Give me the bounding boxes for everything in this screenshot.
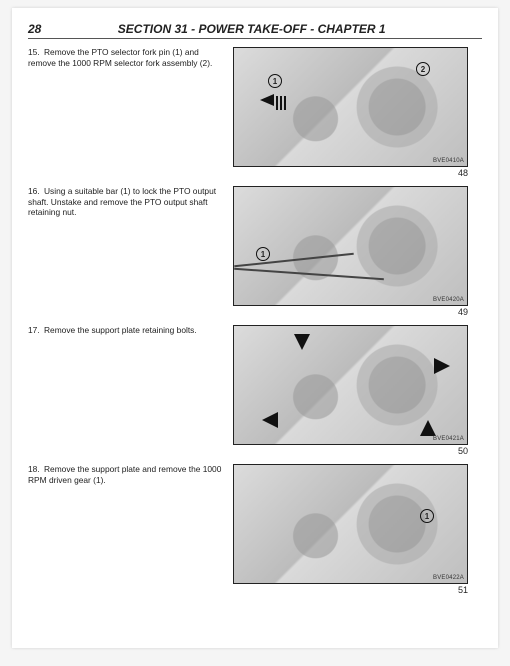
step-number: 17.	[28, 325, 40, 335]
figure-48: 1 2 BVE0410A	[233, 47, 468, 167]
figure-wrap: 1 2 BVE0410A 48	[233, 47, 468, 180]
step-number: 16.	[28, 186, 40, 196]
step-body: Remove the support plate retaining bolts…	[44, 325, 197, 335]
arrow-icon	[262, 412, 278, 428]
step-text: 18. Remove the support plate and remove …	[28, 464, 233, 597]
bar-tool-icon	[234, 268, 384, 280]
step-18: 18. Remove the support plate and remove …	[28, 464, 482, 597]
image-code: BVE0422A	[433, 575, 464, 581]
hatch-icon	[276, 96, 286, 110]
step-number: 15.	[28, 47, 40, 57]
figure-wrap: 1 BVE0422A 51	[233, 464, 468, 597]
arrow-icon	[434, 358, 450, 374]
step-text: 16. Using a suitable bar (1) to lock the…	[28, 186, 233, 319]
step-text: 17. Remove the support plate retaining b…	[28, 325, 233, 458]
image-code: BVE0421A	[433, 436, 464, 442]
callout-1: 1	[268, 74, 282, 88]
step-text: 15. Remove the PTO selector fork pin (1)…	[28, 47, 233, 180]
figure-number: 48	[458, 168, 468, 178]
figure-50: BVE0421A	[233, 325, 468, 445]
image-code: BVE0410A	[433, 158, 464, 164]
step-number: 18.	[28, 464, 40, 474]
bar-tool-icon	[234, 253, 354, 268]
arrow-icon	[294, 334, 310, 350]
figure-number: 51	[458, 585, 468, 595]
figure-number: 50	[458, 446, 468, 456]
callout-1: 1	[420, 509, 434, 523]
step-body: Remove the support plate and remove the …	[28, 464, 221, 485]
step-body: Using a suitable bar (1) to lock the PTO…	[28, 186, 216, 217]
page-header: 28 SECTION 31 - POWER TAKE-OFF - CHAPTER…	[28, 22, 482, 39]
callout-2: 2	[416, 62, 430, 76]
figure-wrap: 1 BVE0420A 49	[233, 186, 468, 319]
step-16: 16. Using a suitable bar (1) to lock the…	[28, 186, 482, 319]
figure-wrap: BVE0421A 50	[233, 325, 468, 458]
manual-page: 28 SECTION 31 - POWER TAKE-OFF - CHAPTER…	[12, 8, 498, 648]
figure-number: 49	[458, 307, 468, 317]
arrow-icon	[420, 420, 436, 436]
step-body: Remove the PTO selector fork pin (1) and…	[28, 47, 212, 68]
callout-1: 1	[256, 247, 270, 261]
figure-49: 1 BVE0420A	[233, 186, 468, 306]
image-code: BVE0420A	[433, 297, 464, 303]
section-title: SECTION 31 - POWER TAKE-OFF - CHAPTER 1	[41, 22, 462, 36]
step-17: 17. Remove the support plate retaining b…	[28, 325, 482, 458]
page-number: 28	[28, 22, 41, 36]
figure-51: 1 BVE0422A	[233, 464, 468, 584]
step-15: 15. Remove the PTO selector fork pin (1)…	[28, 47, 482, 180]
arrow-icon	[260, 94, 274, 106]
